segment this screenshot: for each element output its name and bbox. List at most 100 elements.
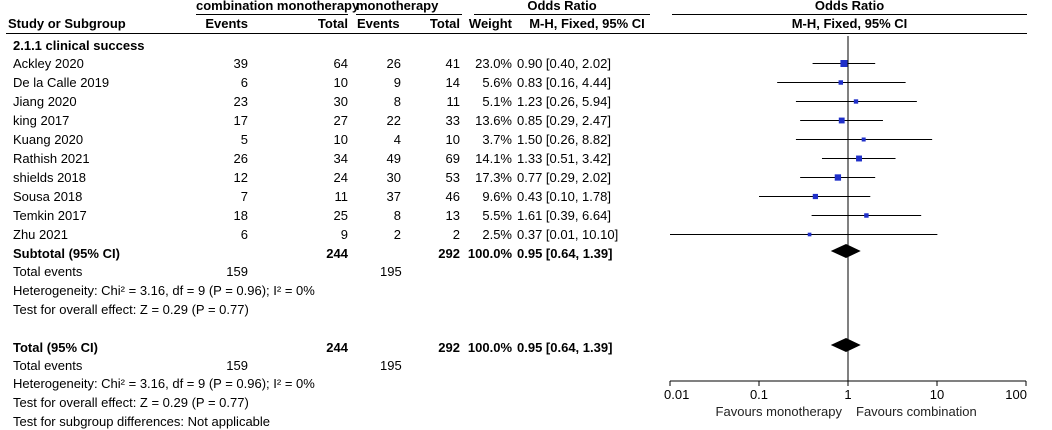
ci-text-cell: 0.83 [0.16, 4.44] [517,75,611,90]
total1-cell: 9 [340,227,348,242]
total-weight: 100.0% [467,340,512,355]
weight-cell: 5.6% [482,75,512,90]
ci-text-cell: 0.90 [0.40, 2.02] [517,56,611,71]
total-heterogeneity: Heterogeneity: Chi² = 3.16, df = 9 (P = … [13,376,315,391]
total2-cell: 53 [445,170,460,185]
total1-cell: 24 [333,170,348,185]
subtotal-events-label: Total events [13,264,83,279]
study-name: Zhu 2021 [13,227,68,242]
total1-cell: 34 [333,151,348,166]
x-tick-label: 100 [1005,387,1027,402]
events1-cell: 18 [233,208,248,223]
subgroup-differences: Test for subgroup differences: Not appli… [13,414,271,429]
weight-cell: 23.0% [475,56,512,71]
total-events2: 195 [380,358,402,373]
header-line-plot [672,14,1027,15]
total2-cell: 11 [446,94,461,109]
ci-text-cell: 1.33 [0.51, 3.42] [517,151,611,166]
study-square [838,117,845,124]
study-square [812,193,818,200]
study-square [834,174,842,181]
study-name: Rathish 2021 [13,151,90,166]
total1-cell: 27 [333,113,348,128]
events2-cell: 30 [386,170,401,185]
events2-cell: 26 [386,56,401,71]
events2-cell: 37 [386,189,401,204]
or-column-title: Odds Ratio [527,0,597,13]
x-tick-label: 0.1 [750,387,768,402]
study-name: Jiang 2020 [13,94,77,109]
subtotal-overall-effect: Test for overall effect: Z = 0.29 (P = 0… [13,302,249,317]
events1-cell: 23 [233,94,248,109]
total1-cell: 64 [333,56,348,71]
events2-cell: 22 [386,113,401,128]
subtotal-events2: 195 [380,264,402,279]
study-name: Kuang 2020 [13,132,84,147]
total2-header: Total [429,16,460,31]
x-tick-label: 1 [844,387,851,402]
study-name: De la Calle 2019 [13,75,110,90]
events1-cell: 6 [240,75,248,90]
events2-cell: 4 [393,132,401,147]
total-total2: 292 [438,340,460,355]
plot-title: Odds Ratio [814,0,885,13]
events2-cell: 8 [393,208,401,223]
subtotal-label: Subtotal (95% CI) [13,246,120,261]
weight-cell: 5.1% [482,94,512,109]
weight-cell: 14.1% [475,151,512,166]
weight-cell: 17.3% [475,170,512,185]
events2-cell: 8 [393,94,401,109]
events1-cell: 12 [233,170,248,185]
x-tick-label: 0.01 [664,387,689,402]
events1-cell: 7 [240,189,248,204]
total2-cell: 41 [445,56,460,71]
subtotal-events1: 159 [226,264,248,279]
subtotal-weight: 100.0% [467,246,512,261]
events1-cell: 5 [240,132,248,147]
study-square [864,213,869,218]
header-line-group1 [196,14,348,15]
total2-cell: 13 [445,208,460,223]
total1-cell: 30 [333,94,348,109]
total2-cell: 14 [445,75,460,90]
weight-cell: 3.7% [482,132,512,147]
events2-cell: 2 [393,227,401,242]
subgroup-title: 2.1.1 clinical success [13,38,145,53]
total-overall-effect: Test for overall effect: Z = 0.29 (P = 0… [13,395,249,410]
total2-cell: 33 [445,113,460,128]
total-events1: 159 [226,358,248,373]
study-name: king 2017 [13,113,70,128]
ci-text-cell: 1.61 [0.39, 6.64] [517,208,611,223]
weight-cell: 2.5% [482,227,512,242]
header-bottom-line [6,33,1027,34]
study-square [840,60,848,67]
ci-text-cell: 0.85 [0.29, 2.47] [517,113,611,128]
subtotal-heterogeneity: Heterogeneity: Chi² = 3.16, df = 9 (P = … [13,283,315,298]
study-column-header: Study or Subgroup [8,16,126,31]
weight-cell: 5.5% [482,208,512,223]
events1-cell: 26 [233,151,248,166]
group1-title: combination monotherapy [196,0,360,13]
events2-cell: 9 [393,75,401,90]
plot-method-header: M-H, Fixed, 95% CI [791,16,908,31]
events1-cell: 6 [240,227,248,242]
events1-cell: 39 [233,56,248,71]
total-total1: 244 [326,340,348,355]
ci-text-cell: 0.37 [0.01, 10.10] [517,227,619,242]
study-square [856,155,862,162]
study-name: Ackley 2020 [13,56,84,71]
ci-text-cell: 0.77 [0.29, 2.02] [517,170,611,185]
events2-header: Events [357,16,400,31]
header-line-or [474,14,650,15]
subtotal-total1: 244 [326,246,348,261]
ci-text-cell: 0.43 [0.10, 1.78] [517,189,611,204]
study-square [853,99,859,104]
pooled-diamond [830,338,861,352]
study-square [838,80,844,85]
study-name: shields 2018 [13,170,86,185]
total1-header: Total [317,16,348,31]
weight-cell: 9.6% [482,189,512,204]
total1-cell: 10 [333,75,348,90]
header-line-group2 [356,14,462,15]
